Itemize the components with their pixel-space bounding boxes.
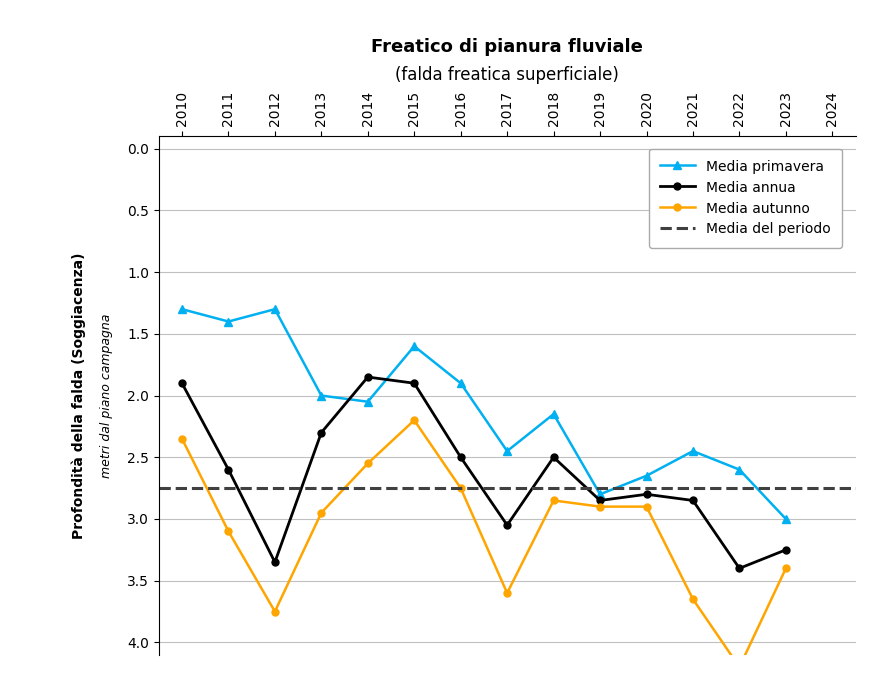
Media primavera <box>734 466 744 474</box>
Media primavera <box>781 515 791 523</box>
Media annua <box>734 564 744 572</box>
Media annua <box>641 490 652 499</box>
Media autunno <box>688 595 699 604</box>
Media primavera <box>363 398 373 406</box>
Media primavera <box>641 472 652 480</box>
Media primavera <box>549 410 559 418</box>
Text: (falda freatica superficiale): (falda freatica superficiale) <box>395 65 619 84</box>
Media autunno <box>641 503 652 511</box>
Media autunno <box>270 608 280 616</box>
Media primavera <box>594 490 605 499</box>
Media annua <box>549 453 559 461</box>
Media primavera <box>316 391 326 400</box>
Media autunno <box>594 503 605 511</box>
Line: Media annua: Media annua <box>178 374 789 572</box>
Media annua <box>409 379 420 387</box>
Media autunno <box>223 527 234 535</box>
Media annua <box>270 558 280 566</box>
Media autunno <box>455 484 466 492</box>
Media autunno <box>176 434 187 443</box>
Media autunno <box>409 416 420 424</box>
Media autunno <box>781 564 791 572</box>
Text: Freatico di pianura fluviale: Freatico di pianura fluviale <box>371 38 643 56</box>
Media autunno <box>549 496 559 505</box>
Media annua <box>594 496 605 505</box>
Media primavera <box>270 305 280 313</box>
Media autunno <box>363 460 373 468</box>
Media annua <box>316 428 326 436</box>
Text: metri dal piano campagna: metri dal piano campagna <box>100 313 113 478</box>
Media autunno <box>316 509 326 517</box>
Media annua <box>502 521 512 529</box>
Media primavera <box>176 305 187 313</box>
Media primavera <box>502 447 512 455</box>
Media primavera <box>223 317 234 325</box>
Media autunno <box>502 589 512 597</box>
Text: Profondità della falda (Soggiacenza): Profondità della falda (Soggiacenza) <box>71 252 86 539</box>
Line: Media autunno: Media autunno <box>178 417 789 670</box>
Media primavera <box>688 447 699 455</box>
Legend: Media primavera, Media annua, Media autunno, Media del periodo: Media primavera, Media annua, Media autu… <box>649 149 841 248</box>
Media primavera <box>455 379 466 387</box>
Media annua <box>781 546 791 554</box>
Media annua <box>455 453 466 461</box>
Media primavera <box>409 342 420 351</box>
Media annua <box>176 379 187 387</box>
Media annua <box>688 496 699 505</box>
Media annua <box>223 466 234 474</box>
Media annua <box>363 373 373 381</box>
Media autunno <box>734 663 744 671</box>
Line: Media primavera: Media primavera <box>178 305 790 523</box>
